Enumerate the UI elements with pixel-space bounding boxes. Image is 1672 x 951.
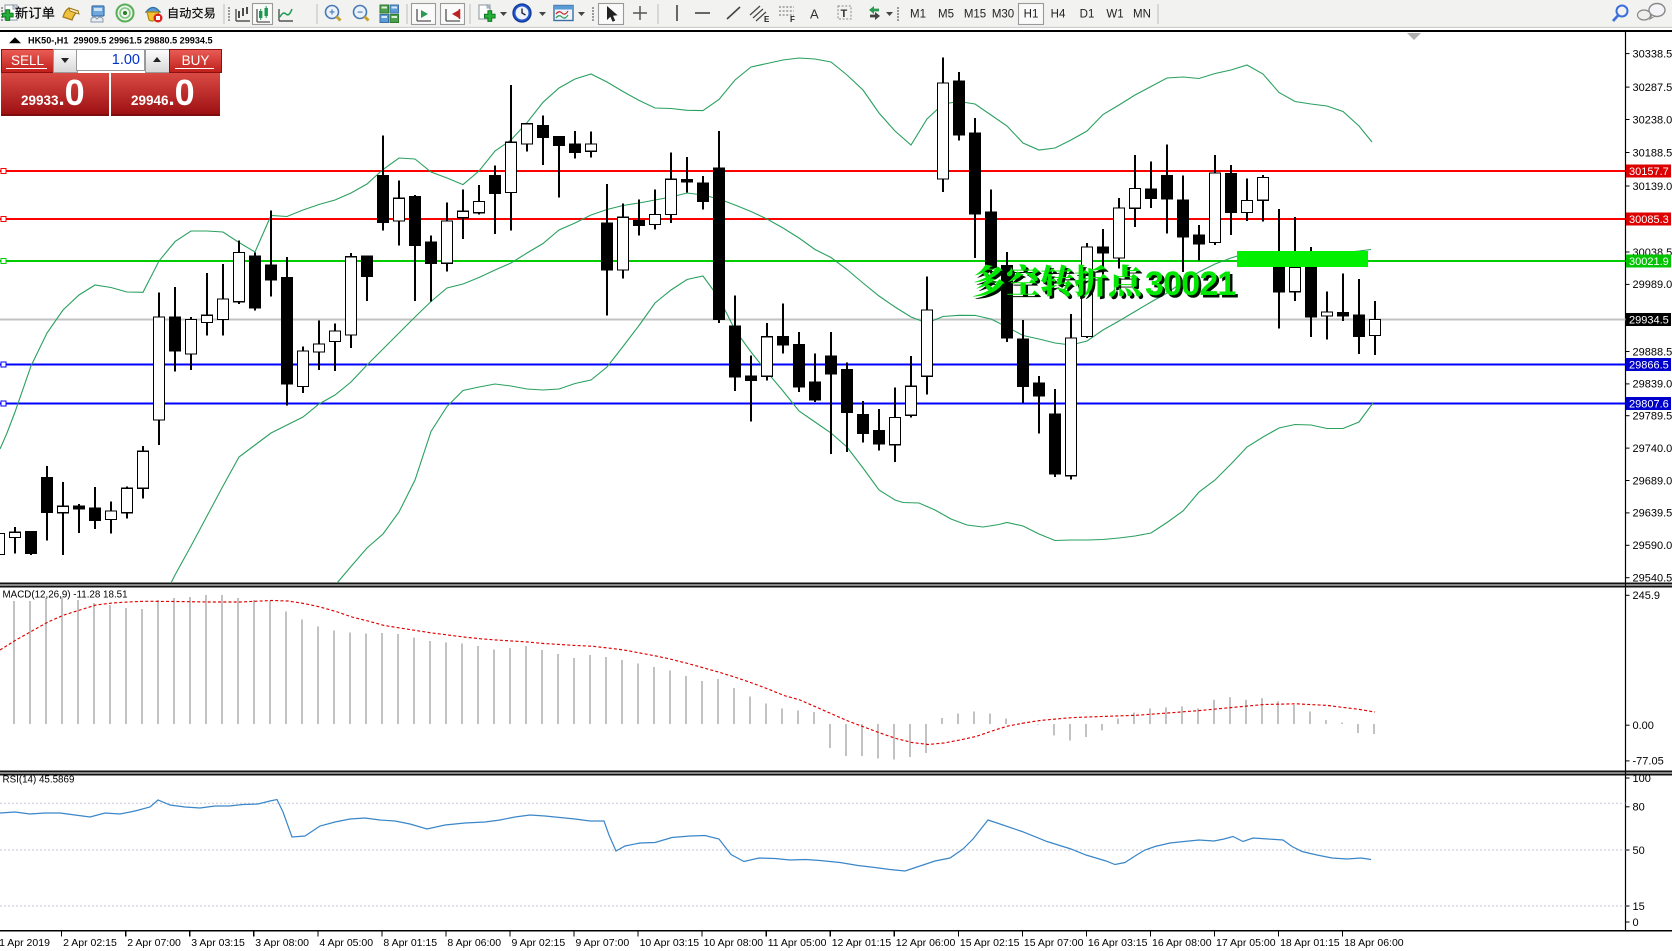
svg-text:8 Apr 01:15: 8 Apr 01:15 xyxy=(383,937,437,949)
svg-text:29866.5: 29866.5 xyxy=(1629,360,1669,372)
svg-text:30085.3: 30085.3 xyxy=(1629,214,1669,226)
svg-text:F: F xyxy=(790,15,795,24)
svg-text:29540.5: 29540.5 xyxy=(1633,573,1672,585)
svg-text:29888.5: 29888.5 xyxy=(1633,346,1672,358)
svg-text:A: A xyxy=(810,7,819,22)
svg-text:8 Apr 06:00: 8 Apr 06:00 xyxy=(447,937,501,949)
svg-text:2 Apr 02:15: 2 Apr 02:15 xyxy=(63,937,117,949)
svg-text:16 Apr 08:00: 16 Apr 08:00 xyxy=(1152,937,1212,949)
svg-text:2 Apr 07:00: 2 Apr 07:00 xyxy=(127,937,181,949)
svg-text:MN: MN xyxy=(1133,9,1151,21)
svg-text:9 Apr 07:00: 9 Apr 07:00 xyxy=(576,937,630,949)
svg-text:D1: D1 xyxy=(1080,9,1095,21)
svg-text:M30: M30 xyxy=(992,9,1014,21)
svg-text:80: 80 xyxy=(1633,802,1645,814)
svg-text:30038.5: 30038.5 xyxy=(1633,247,1672,259)
svg-text:30188.5: 30188.5 xyxy=(1633,147,1672,159)
svg-text:10 Apr 08:00: 10 Apr 08:00 xyxy=(704,937,764,949)
svg-text:3 Apr 03:15: 3 Apr 03:15 xyxy=(191,937,245,949)
svg-text:12 Apr 01:15: 12 Apr 01:15 xyxy=(832,937,892,949)
svg-text:30238.0: 30238.0 xyxy=(1633,114,1672,126)
svg-text:29807.6: 29807.6 xyxy=(1629,399,1669,411)
svg-text:18 Apr 01:15: 18 Apr 01:15 xyxy=(1280,937,1340,949)
svg-text:29934.5: 29934.5 xyxy=(1629,315,1669,327)
svg-text:30021: 30021 xyxy=(1148,268,1239,306)
svg-text:H4: H4 xyxy=(1051,9,1066,21)
svg-text:15 Apr 02:15: 15 Apr 02:15 xyxy=(960,937,1020,949)
svg-text:29590.0: 29590.0 xyxy=(1633,540,1672,552)
svg-text:30338.5: 30338.5 xyxy=(1633,48,1672,60)
svg-text:245.9: 245.9 xyxy=(1633,590,1661,602)
svg-text:29839.0: 29839.0 xyxy=(1633,379,1672,391)
svg-text:17 Apr 05:00: 17 Apr 05:00 xyxy=(1216,937,1276,949)
svg-text:11 Apr 05:00: 11 Apr 05:00 xyxy=(768,937,827,949)
svg-text:30021.9: 30021.9 xyxy=(1629,256,1669,268)
svg-text:RSI(14) 45.5869: RSI(14) 45.5869 xyxy=(3,775,75,786)
svg-text:29740.0: 29740.0 xyxy=(1633,443,1672,455)
svg-text:HK50-,H1 29909.5 29961.5 2988: HK50-,H1 29909.5 29961.5 29880.5 29934.5 xyxy=(28,36,213,46)
svg-text:1 Apr 2019: 1 Apr 2019 xyxy=(0,937,50,949)
svg-text:H1: H1 xyxy=(1024,9,1039,21)
svg-text:4 Apr 05:00: 4 Apr 05:00 xyxy=(319,937,373,949)
svg-text:30139.0: 30139.0 xyxy=(1633,181,1672,193)
svg-text:12 Apr 06:00: 12 Apr 06:00 xyxy=(896,937,956,949)
svg-text:0.00: 0.00 xyxy=(1633,720,1654,732)
svg-text:29789.5: 29789.5 xyxy=(1633,411,1672,423)
svg-text:0: 0 xyxy=(1633,917,1639,929)
svg-text:3 Apr 08:00: 3 Apr 08:00 xyxy=(255,937,309,949)
svg-text:9 Apr 02:15: 9 Apr 02:15 xyxy=(512,937,566,949)
svg-text:18 Apr 06:00: 18 Apr 06:00 xyxy=(1344,937,1404,949)
svg-text:+: + xyxy=(329,8,335,19)
svg-text:30287.5: 30287.5 xyxy=(1633,82,1672,94)
svg-text:29639.5: 29639.5 xyxy=(1633,508,1672,520)
svg-text:15 Apr 07:00: 15 Apr 07:00 xyxy=(1024,937,1084,949)
svg-text:50: 50 xyxy=(1633,845,1645,857)
svg-text:16 Apr 03:15: 16 Apr 03:15 xyxy=(1088,937,1148,949)
svg-text:10 Apr 03:15: 10 Apr 03:15 xyxy=(640,937,700,949)
svg-text:M15: M15 xyxy=(964,9,986,21)
svg-text:M5: M5 xyxy=(938,9,954,21)
svg-text:E: E xyxy=(764,15,770,24)
svg-text:100: 100 xyxy=(1633,773,1651,785)
svg-text:−: − xyxy=(357,8,363,19)
svg-text:29689.0: 29689.0 xyxy=(1633,475,1672,487)
svg-text:15: 15 xyxy=(1633,901,1645,913)
svg-text:30021: 30021 xyxy=(1145,265,1236,303)
svg-text:W1: W1 xyxy=(1106,9,1123,21)
svg-text:30157.7: 30157.7 xyxy=(1629,166,1669,178)
svg-text:-77.05: -77.05 xyxy=(1633,756,1664,768)
svg-text:MACD(12,26,9) -11.28 18.51: MACD(12,26,9) -11.28 18.51 xyxy=(3,590,128,601)
svg-text:29989.0: 29989.0 xyxy=(1633,279,1672,291)
svg-text:T: T xyxy=(841,8,848,20)
svg-text:M1: M1 xyxy=(910,9,926,21)
